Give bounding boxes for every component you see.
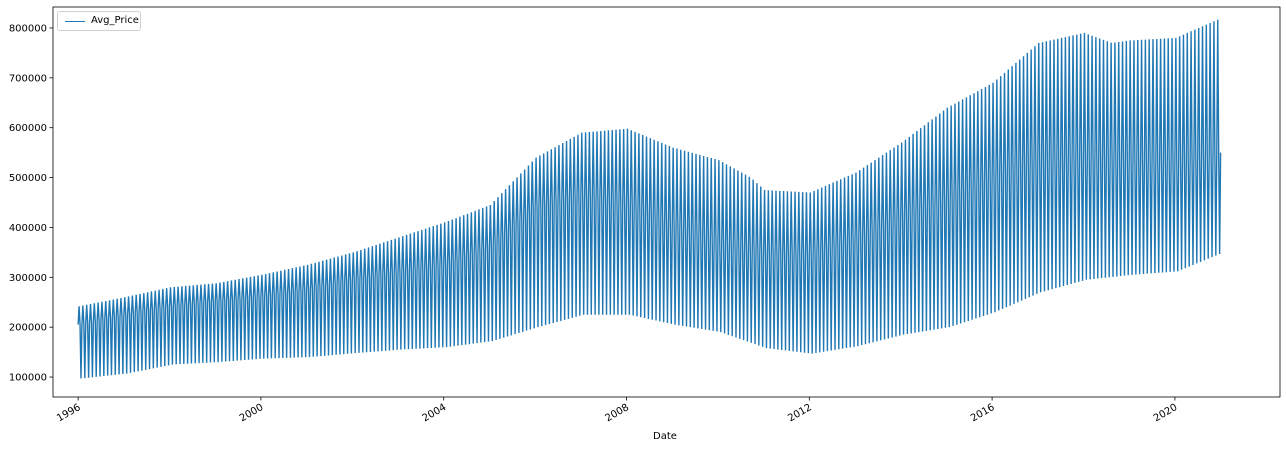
x-tick-label: 2020 — [1152, 402, 1180, 424]
y-tick-label: 200000 — [9, 323, 47, 334]
y-tick-label: 400000 — [9, 223, 47, 234]
x-tick-label: 2016 — [969, 402, 997, 424]
x-tick-label: 2012 — [786, 402, 814, 424]
y-tick-label: 100000 — [9, 373, 47, 384]
series-line-avg-price — [77, 19, 1222, 379]
x-axis-label: Date — [653, 431, 677, 442]
y-tick-label: 600000 — [9, 123, 47, 134]
y-tick-label: 800000 — [9, 23, 47, 34]
series-layer — [77, 19, 1222, 379]
x-tick-label: 1996 — [55, 402, 83, 424]
legend-swatch — [65, 21, 85, 22]
legend-label: Avg_Price — [91, 15, 139, 26]
y-tick-label: 300000 — [9, 273, 47, 284]
y-tick-label: 700000 — [9, 73, 47, 84]
x-tick-label: 2004 — [421, 402, 449, 424]
plot-frame — [52, 6, 1281, 398]
y-tick-label: 500000 — [9, 173, 47, 184]
x-tick-label: 2008 — [603, 402, 631, 424]
x-tick-label: 2000 — [238, 402, 266, 424]
legend: Avg_Price — [57, 11, 141, 31]
